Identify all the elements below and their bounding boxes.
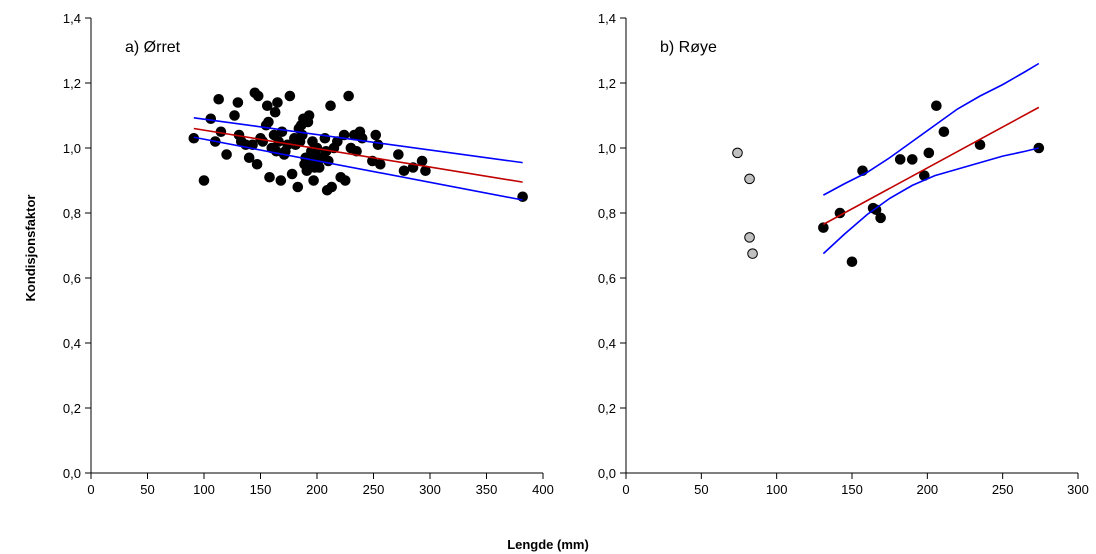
y-tick-label: 1,4 [63,11,81,26]
data-point [198,175,210,186]
data-point [272,97,283,108]
data-point [846,256,858,268]
data-point [261,100,273,112]
confidence-upper-line [193,116,523,164]
panel-title: a) Ørret [125,39,181,56]
data-point [894,154,906,165]
data-point [276,126,288,138]
data-point [931,100,942,112]
regression-line [822,106,1040,226]
data-point [325,100,336,112]
data-point [251,158,263,170]
data-point [221,149,232,160]
data-point-excluded [732,147,743,159]
data-point [252,90,264,102]
y-tick-label: 0,6 [598,271,616,286]
y-tick-label: 0,8 [63,206,81,221]
data-point [275,175,287,186]
data-point [416,155,428,167]
x-tick-label: 0 [622,482,629,497]
data-point [308,175,319,186]
data-point-excluded [744,232,755,243]
data-point [326,181,337,193]
y-tick-label: 0,4 [598,336,616,351]
data-point [263,116,274,128]
x-tick-label: 400 [532,482,554,497]
confidence-lower-line [822,147,1040,255]
y-tick-label: 1,2 [63,76,81,91]
data-point [351,145,362,157]
x-axis-title: Lengde (mm) [507,537,589,552]
data-point [818,222,829,233]
data-point [229,110,240,121]
data-point [269,106,281,118]
y-tick-label: 0,8 [598,206,616,221]
data-point [213,93,224,105]
y-axis-title: Kondisjonsfaktor [23,195,38,302]
data-point [284,90,296,102]
data-point [372,139,384,151]
x-tick-label: 250 [363,482,385,497]
y-tick-label: 0,2 [63,401,81,416]
data-point [343,90,354,102]
data-point [292,181,304,193]
x-tick-label: 100 [766,482,788,497]
data-point [286,168,298,180]
data-point [243,152,255,164]
data-point [906,154,918,165]
y-tick-label: 1,2 [598,76,616,91]
x-tick-label: 350 [476,482,498,497]
data-point [370,129,382,141]
x-tick-label: 150 [250,482,272,497]
x-tick-label: 50 [140,482,154,497]
panel-title: b) Røye [660,39,717,56]
y-tick-label: 0,4 [63,336,81,351]
regression-line [193,127,523,183]
x-tick-label: 300 [1067,482,1089,497]
data-point [339,175,351,186]
data-point [303,110,315,121]
data-point [923,147,935,159]
y-tick-label: 1,0 [598,141,616,156]
data-point-excluded [744,173,755,185]
x-tick-label: 300 [419,482,441,497]
x-tick-label: 200 [916,482,938,497]
data-point [938,126,950,138]
data-point [257,136,269,147]
x-tick-label: 50 [694,482,708,497]
data-point-excluded [747,248,758,259]
data-point [264,171,275,183]
panel-b-roye: 0 50 100 150 200 250 300 0,0 0,2 0,4 0,6 0,8 1,0 1,2 1… [598,11,1089,497]
confidence-upper-line [822,62,1040,196]
data-point [232,97,244,108]
y-tick-label: 1,0 [63,141,81,156]
x-tick-label: 200 [306,482,328,497]
y-tick-label: 0,2 [598,401,616,416]
data-point [374,158,386,170]
y-tick-label: 0,0 [63,466,81,481]
panel-a-orret: 0 50 100 150 200 250 300 350 400 0,0 0,2 0,4 0,6 0,8 1… [63,11,554,497]
data-point [205,113,217,125]
data-point [393,149,404,160]
y-tick-label: 0,6 [63,271,81,286]
x-tick-label: 250 [992,482,1014,497]
x-tick-label: 0 [87,482,94,497]
data-point [875,212,886,224]
data-point [398,165,410,177]
data-point [313,162,325,173]
x-tick-label: 100 [193,482,215,497]
confidence-lower-line [193,136,523,201]
y-tick-label: 1,4 [598,11,616,26]
x-tick-label: 150 [841,482,863,497]
data-point [247,139,258,151]
y-tick-label: 0,0 [598,466,616,481]
